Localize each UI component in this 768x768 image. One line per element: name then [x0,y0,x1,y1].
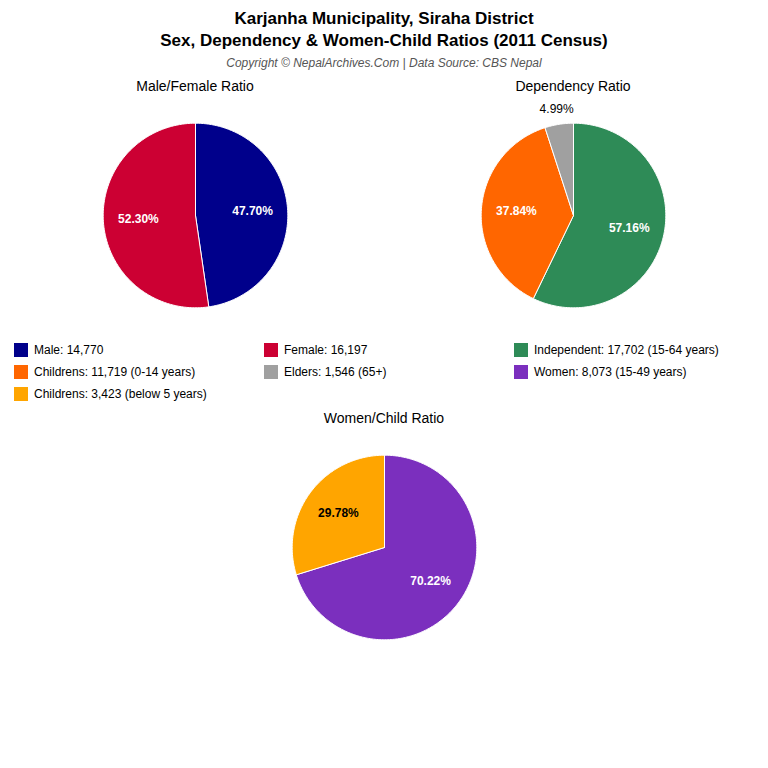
html-text:Independent: 17,702 (15-64 yea: Independent: 17,702 (15-64 years) [534,343,719,357]
svg-text:47.70%: 47.70% [232,204,273,218]
svg-text:4.99%: 4.99% [540,102,574,116]
html-text:Elders: 1,546 (65+): Elders: 1,546 (65+) [284,365,387,379]
html-text:Sex, Dependency & Women-Child: Sex, Dependency & Women-Child Ratios (20… [160,31,608,50]
html-text:Childrens: 3,423 (below 5 year: Childrens: 3,423 (below 5 years) [34,387,207,401]
html-text:Karjanha Municipality, Siraha: Karjanha Municipality, Siraha District [234,9,534,28]
svg-text:70.22%: 70.22% [410,574,451,588]
svg-text:52.30%: 52.30% [118,212,159,226]
svg-text:37.84%: 37.84% [496,204,537,218]
html-text:Copyright © NepalArchives.Com: Copyright © NepalArchives.Com | Data Sou… [226,56,542,70]
html-text:Dependency Ratio: Dependency Ratio [515,78,631,94]
html-text:Women: 8,073 (15-49 years): Women: 8,073 (15-49 years) [534,365,687,379]
svg-text:29.78%: 29.78% [318,506,359,520]
html-text:Female: 16,197: Female: 16,197 [284,343,368,357]
html-text:Male/Female Ratio: Male/Female Ratio [136,78,254,94]
html-text:Women/Child Ratio: Women/Child Ratio [323,410,445,426]
html-text:Male: 14,770: Male: 14,770 [34,343,104,357]
html-text:Childrens: 11,719 (0-14 years): Childrens: 11,719 (0-14 years) [34,365,196,379]
svg-text:57.16%: 57.16% [609,221,650,235]
